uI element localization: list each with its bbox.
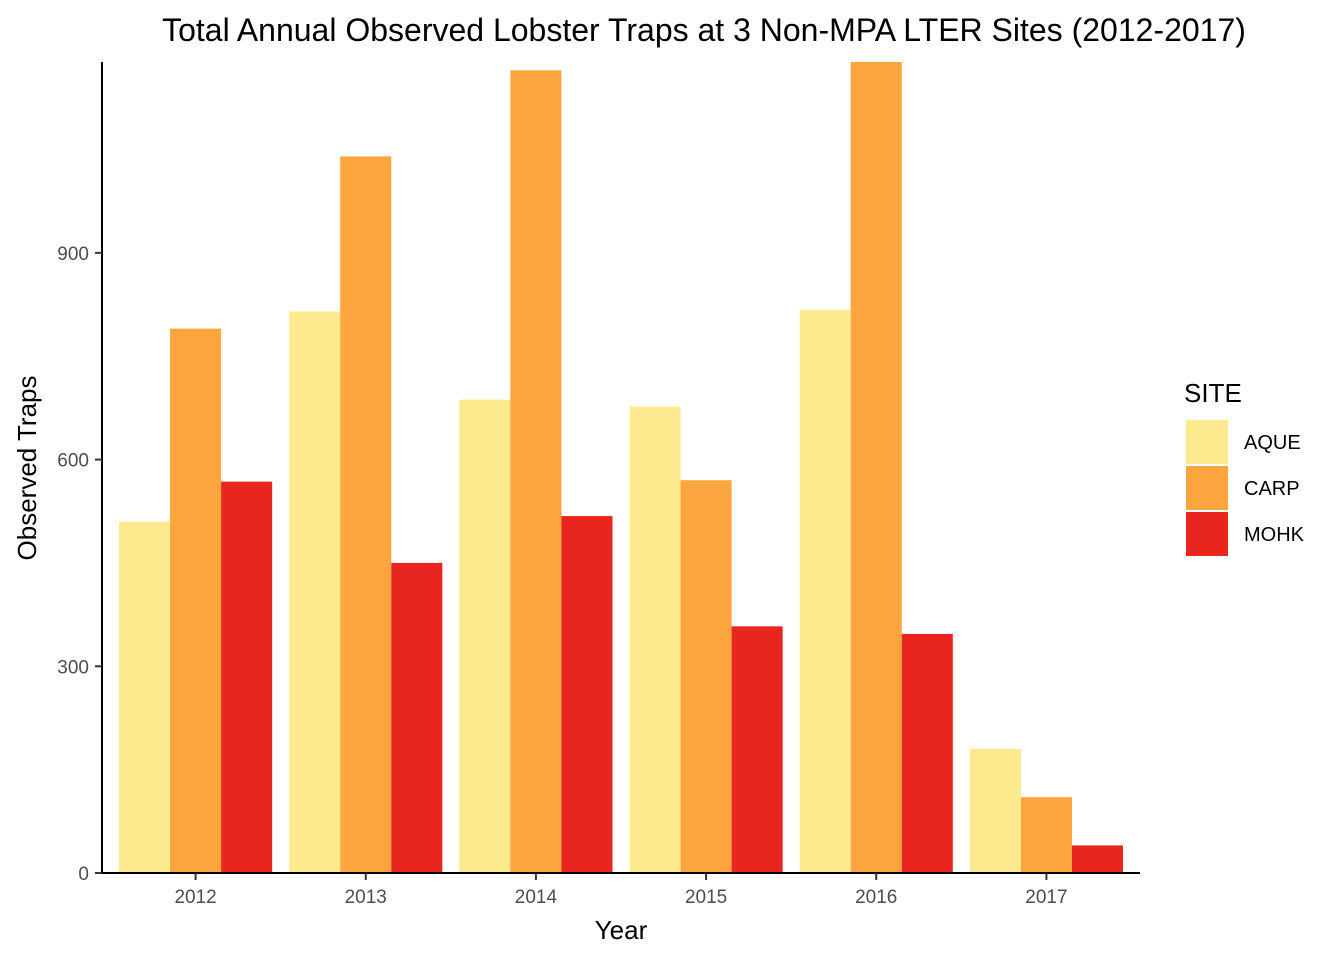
chart-title: Total Annual Observed Lobster Traps at 3… bbox=[162, 12, 1246, 48]
y-axis-title: Observed Traps bbox=[12, 376, 42, 561]
legend-key-mohk bbox=[1186, 512, 1228, 556]
x-tick-label: 2016 bbox=[855, 887, 897, 908]
bar-carp-2014 bbox=[510, 70, 562, 873]
y-tick-label: 900 bbox=[57, 244, 89, 265]
legend-key-aque bbox=[1186, 420, 1228, 464]
legend-key-carp bbox=[1186, 466, 1228, 510]
x-tick-label: 2013 bbox=[345, 887, 387, 908]
x-tick-label: 2017 bbox=[1025, 887, 1067, 908]
legend-label-mohk: MOHK bbox=[1244, 524, 1305, 546]
bar-carp-2013 bbox=[340, 156, 392, 873]
bar-aque-2012 bbox=[119, 521, 171, 873]
y-tick-label: 0 bbox=[78, 864, 89, 885]
legend-label-aque: AQUE bbox=[1244, 432, 1301, 454]
x-axis-ticks: 2012 2013 2014 2015 2016 2017 bbox=[174, 873, 1068, 908]
plot-area bbox=[119, 62, 1123, 873]
bar-mohk-2013 bbox=[391, 562, 443, 873]
x-tick-label: 2012 bbox=[174, 887, 216, 908]
bar-aque-2014 bbox=[459, 399, 511, 873]
legend-label-carp: CARP bbox=[1244, 478, 1300, 500]
bar-aque-2015 bbox=[629, 406, 681, 873]
bar-mohk-2012 bbox=[221, 481, 273, 873]
x-tick-label: 2014 bbox=[515, 887, 558, 908]
bar-mohk-2015 bbox=[731, 626, 783, 873]
bar-carp-2015 bbox=[680, 480, 732, 873]
bar-mohk-2014 bbox=[561, 516, 613, 873]
y-axis-ticks: 0 300 600 900 bbox=[57, 244, 102, 885]
y-tick-label: 600 bbox=[57, 451, 89, 472]
bar-mohk-2017 bbox=[1071, 845, 1123, 873]
bar-aque-2016 bbox=[799, 310, 851, 873]
bar-aque-2017 bbox=[969, 748, 1021, 873]
bar-carp-2016 bbox=[850, 62, 902, 873]
legend-title: SITE bbox=[1184, 378, 1242, 408]
y-tick-label: 300 bbox=[57, 657, 89, 678]
x-tick-label: 2015 bbox=[685, 887, 727, 908]
bar-mohk-2016 bbox=[901, 633, 953, 873]
x-axis-title: Year bbox=[595, 915, 648, 945]
bar-carp-2017 bbox=[1020, 797, 1072, 873]
bar-aque-2013 bbox=[289, 311, 341, 873]
legend: SITE AQUE CARP MOHK bbox=[1184, 378, 1305, 556]
bar-carp-2012 bbox=[170, 328, 222, 873]
